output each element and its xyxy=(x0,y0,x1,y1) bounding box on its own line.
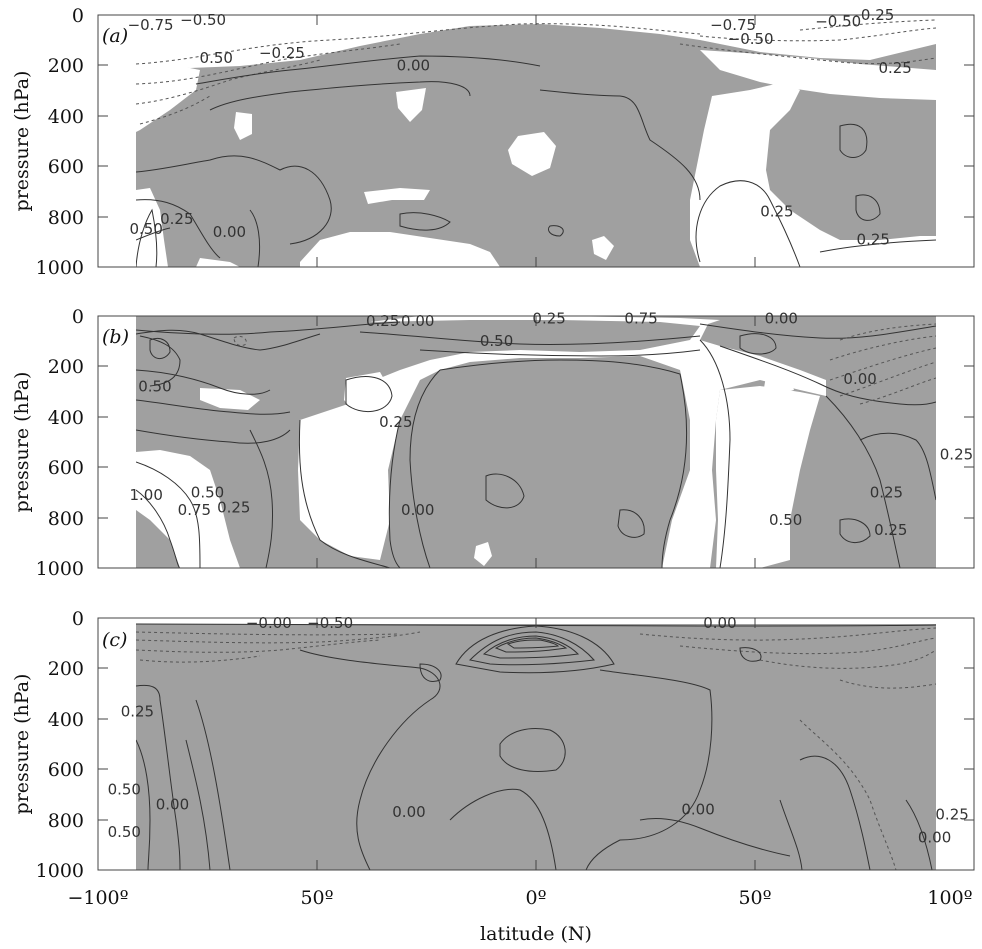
contour-label: −0.50 xyxy=(728,30,774,48)
panel-b-contour-labels: 0.25 0.00 0.25 0.75 0.000.500.500.250.001.00… xyxy=(129,310,973,540)
panel-b-label: (b) xyxy=(102,326,129,348)
panel-c-y-axis-title: pressure (hPa) xyxy=(11,674,33,815)
panel-c-y-tick-0: 0 xyxy=(72,608,84,630)
contour-label: −0.50 xyxy=(180,11,226,29)
contour-label: 0.50 xyxy=(191,483,224,501)
x-tick-50: 50º xyxy=(738,887,771,909)
contour-label: 0.00 xyxy=(401,312,434,330)
contour-label: 0.00 xyxy=(156,796,189,814)
contour-label: −0.75 xyxy=(128,16,174,34)
panel-a-contour-labels: −0.75 −0.500.50 −0.250.00−0.75−0.50−0.50 0.… xyxy=(128,6,912,248)
x-tick-minus-100: −100º xyxy=(67,887,128,909)
contour-label: 0.50 xyxy=(200,49,233,67)
contour-label: 0.25 xyxy=(760,203,793,221)
panel-b-y-axis-title: pressure (hPa) xyxy=(11,372,33,513)
contour-label: 0.75 xyxy=(178,501,211,519)
panel-b-y-tick-0: 0 xyxy=(72,306,84,328)
panel-a-y-tick-0: 0 xyxy=(72,5,84,27)
contour-label: 0.25 xyxy=(121,702,154,720)
contour-label: 0.25 xyxy=(857,230,890,248)
panel-a-y-axis-title: pressure (hPa) xyxy=(11,71,33,212)
panel-c-y-tick-600: 600 xyxy=(48,759,84,781)
x-axis: −100º 50º 0º 50º 100º latitude (N) xyxy=(67,887,972,945)
x-tick-100: 100º xyxy=(927,887,972,909)
contour-label: 0.00 xyxy=(397,56,430,74)
contour-label: 0.50 xyxy=(108,780,141,798)
panel-b-shading xyxy=(136,316,936,568)
x-axis-title: latitude (N) xyxy=(480,923,592,945)
panel-b-frame xyxy=(97,315,975,569)
panel-c-y-tick-800: 800 xyxy=(48,810,84,832)
panel-c-label: (c) xyxy=(102,629,127,651)
contour-label: 0.00 xyxy=(392,803,425,821)
panel-c-frame xyxy=(97,617,975,871)
panel-c: (c) 0 200 400 600 800 1000 pressure (hPa… xyxy=(11,608,975,882)
panel-b-contours xyxy=(136,321,936,568)
contour-label: 0.25 xyxy=(366,312,399,330)
contour-label: 0.00 xyxy=(681,801,714,819)
panel-c-y-tick-200: 200 xyxy=(48,658,84,680)
panel-a-y-tick-800: 800 xyxy=(48,207,84,229)
contour-label: 0.00 xyxy=(213,223,246,241)
panel-c-y-tick-1000: 1000 xyxy=(36,860,84,882)
contour-label: 0.25 xyxy=(940,446,973,464)
panel-a-shading xyxy=(136,15,936,267)
contour-label: 0.75 xyxy=(624,310,657,328)
contour-label: 0.25 xyxy=(532,310,565,328)
panel-a-frame xyxy=(97,14,975,268)
panel-a-y-tick-1000: 1000 xyxy=(36,257,84,279)
contour-label: 0.25 xyxy=(217,499,250,517)
panel-a-contours xyxy=(136,19,936,267)
panel-a-label: (a) xyxy=(102,25,128,47)
panel-b-y-tick-600: 600 xyxy=(48,457,84,479)
panel-b-y-tick-1000: 1000 xyxy=(36,558,84,580)
panel-b-y-tick-400: 400 xyxy=(48,407,84,429)
panel-a: (a) 0 200 400 600 800 1000 pressure (hPa… xyxy=(11,5,975,279)
contour-label: 0.00 xyxy=(401,501,434,519)
contour-label: 0.25 xyxy=(870,483,903,501)
panel-c-contours xyxy=(136,623,936,870)
contour-label: 0.25 xyxy=(861,6,894,24)
contour-label: 0.50 xyxy=(108,823,141,841)
contour-label: −0.00 xyxy=(246,614,292,632)
contour-label: 0.50 xyxy=(129,220,162,238)
contour-label: 0.25 xyxy=(874,521,907,539)
contour-label: −0.50 xyxy=(815,12,861,30)
contour-label: −0.25 xyxy=(259,44,305,62)
contour-label: −0.50 xyxy=(307,614,353,632)
panel-b-y-tick-200: 200 xyxy=(48,356,84,378)
panel-a-y-tick-600: 600 xyxy=(48,156,84,178)
panel-a-y-tick-400: 400 xyxy=(48,106,84,128)
contour-label: 0.25 xyxy=(935,806,968,824)
panel-a-y-tick-200: 200 xyxy=(48,55,84,77)
contour-label: 0.00 xyxy=(843,370,876,388)
contour-label: −0.75 xyxy=(710,16,756,34)
contour-label: 1.00 xyxy=(129,486,162,504)
panel-c-shading xyxy=(136,618,936,870)
panel-b: (b) 0 200 400 600 800 1000 pressure (hPa… xyxy=(11,306,975,580)
panel-c-contour-labels: −0.00 −0.50 0.00 0.25 0.50 0.50 0.00 0.00 0.00 0.… xyxy=(108,614,969,846)
panel-c-y-tick-400: 400 xyxy=(48,709,84,731)
contour-label: 0.25 xyxy=(160,210,193,228)
contour-label: 0.00 xyxy=(765,310,798,328)
x-tick-minus-50: 50º xyxy=(300,887,333,909)
x-tick-0: 0º xyxy=(525,887,546,909)
contour-label: 0.50 xyxy=(769,511,802,529)
contour-label: 0.25 xyxy=(878,59,911,77)
contour-label: 0.25 xyxy=(379,413,412,431)
contour-label: 0.00 xyxy=(703,614,736,632)
panel-b-y-tick-800: 800 xyxy=(48,508,84,530)
contour-label: 0.00 xyxy=(918,828,951,846)
contour-label: 0.50 xyxy=(480,332,513,350)
contour-label: 0.50 xyxy=(138,378,171,396)
